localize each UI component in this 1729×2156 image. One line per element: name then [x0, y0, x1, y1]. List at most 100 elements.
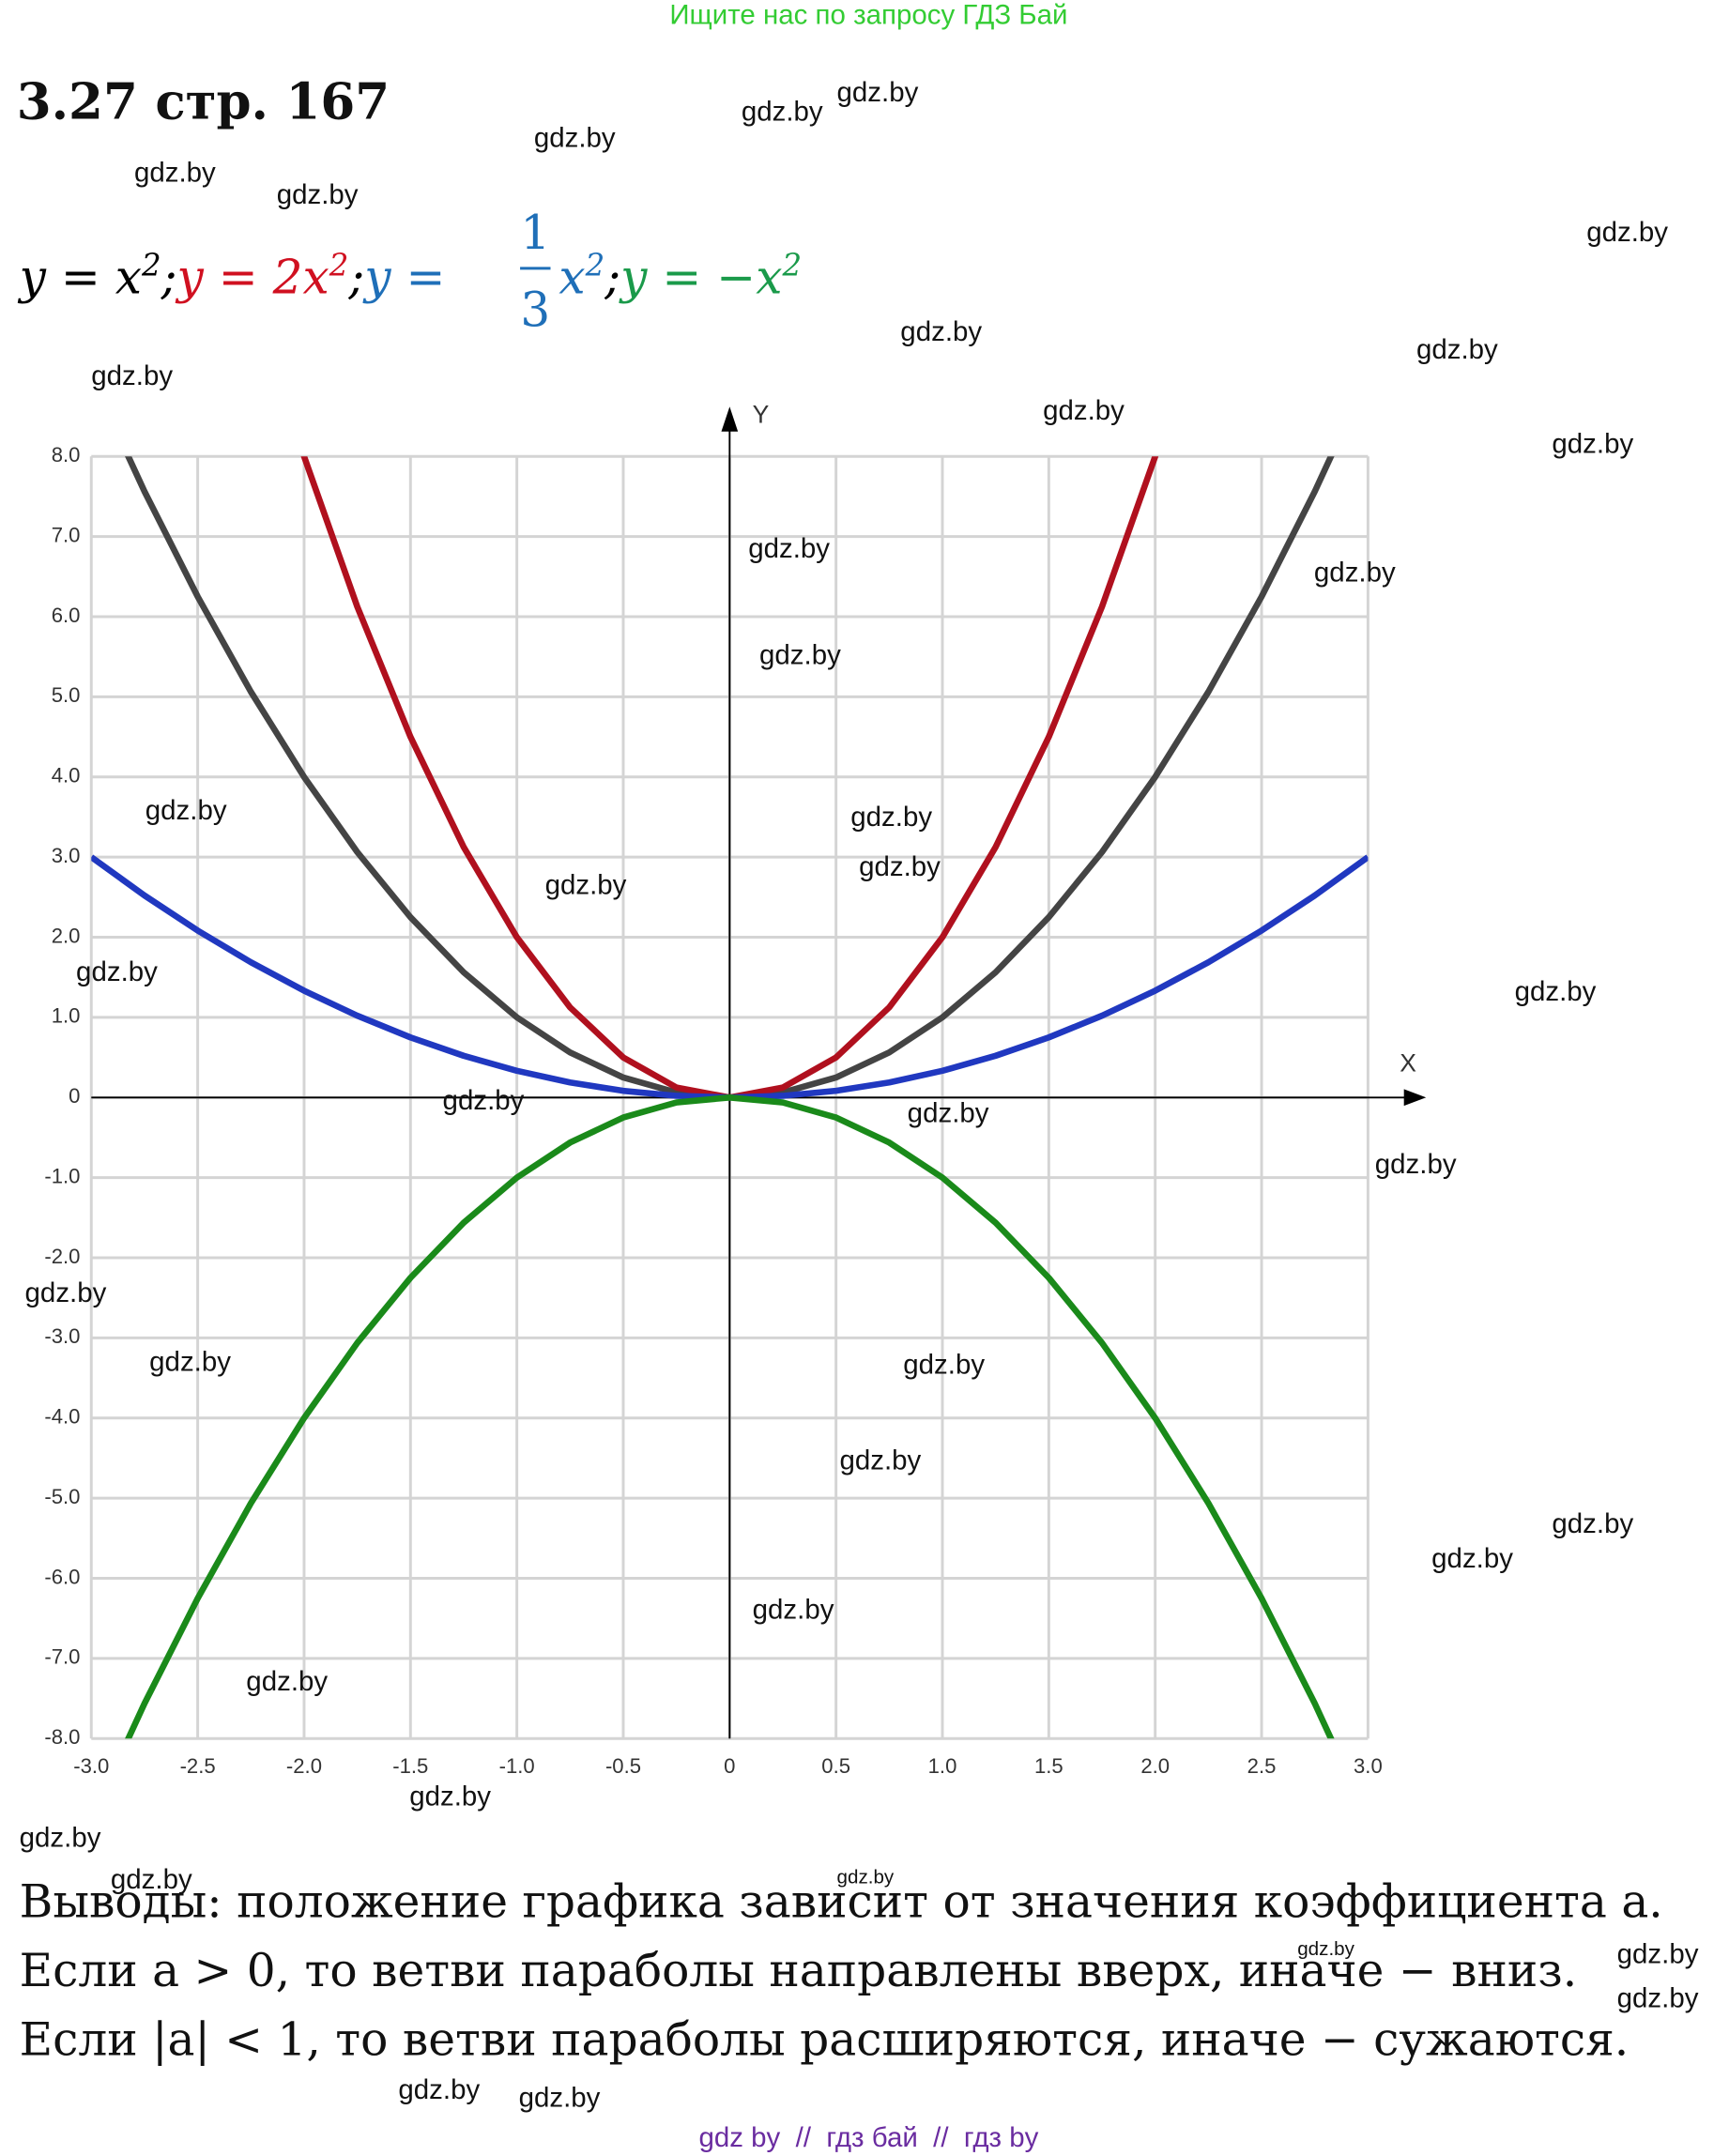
y-tick-label: -5.0	[44, 1485, 80, 1508]
y-tick-label: 5.0	[52, 683, 81, 707]
x-tick-label: -0.5	[605, 1754, 641, 1778]
watermark: gdz.by	[1617, 1938, 1699, 1969]
watermark: gdz.by	[859, 851, 941, 882]
x-tick-label: -1.5	[392, 1754, 428, 1778]
watermark: gdz.by	[443, 1085, 525, 1116]
x-tick-label: -2.0	[286, 1754, 322, 1778]
y-tick-label: -1.0	[44, 1164, 80, 1187]
watermark: gdz.by	[1515, 976, 1597, 1007]
watermark: gdz.by	[1043, 395, 1125, 426]
x-tick-label: 1.0	[928, 1754, 957, 1778]
watermark: gdz.by	[20, 1823, 101, 1854]
y-tick-label: -6.0	[44, 1565, 80, 1588]
formula: x2;y = −x2	[558, 247, 802, 304]
y-tick-label: -4.0	[44, 1405, 80, 1429]
watermark: gdz.by	[1552, 1508, 1633, 1539]
formula-exp: 2	[329, 247, 349, 283]
watermark: gdz.by	[111, 1864, 192, 1895]
watermark: gdz.by	[145, 795, 227, 826]
y-tick-label: -3.0	[44, 1324, 80, 1348]
watermark: gdz.by	[25, 1277, 107, 1308]
watermark: gdz.by	[908, 1097, 989, 1128]
y-tick-label: -2.0	[44, 1245, 80, 1268]
y-tick-label: 2.0	[52, 924, 81, 947]
fraction-num: 1	[520, 205, 550, 260]
watermarks: gdz.by gdz.by gdz.by gdz.by gdz.by gdz.by gdz.…	[20, 77, 1699, 2114]
footer: gdz by // гдз бай // гдз by	[698, 2122, 1038, 2153]
x-tick-label: 0.5	[821, 1754, 850, 1778]
y-tick-label: 6.0	[52, 604, 81, 627]
y-tick-label: 0	[69, 1084, 80, 1108]
formula-sep: ;	[161, 249, 177, 304]
conclusion: Выводы: положение графика зависит от зна…	[20, 1875, 1663, 1928]
conclusion: Если a > 0, то ветви параболы направлены…	[20, 1945, 1578, 1997]
watermark: gdz.by	[1617, 1983, 1699, 2014]
watermark: gdz.by	[277, 179, 359, 210]
y-tick-label: 4.0	[52, 764, 81, 787]
formula-var: x	[558, 249, 585, 304]
watermark: gdz.by	[903, 1350, 985, 1381]
formula-exp: 2	[141, 247, 161, 283]
formula-part: y =	[362, 249, 445, 304]
fraction-den: 3	[520, 283, 550, 338]
chart: -3.0 -2.5 -2.0 -1.5 -1.0 -0.5 0 0.5 1.0 1.5 2.0 2.5…	[44, 401, 1427, 1778]
y-axis-label: Y	[753, 401, 770, 429]
watermark: gdz.by	[134, 157, 216, 188]
watermark: gdz.by	[850, 802, 932, 833]
watermark: gdz.by	[545, 869, 627, 900]
watermark: gdz.by	[837, 1867, 895, 1888]
watermark: gdz.by	[837, 77, 919, 108]
x-tick-label: -2.5	[180, 1754, 216, 1778]
title: 3.27 стр. 167	[17, 72, 390, 131]
x-tick-label: 1.5	[1034, 1754, 1063, 1778]
watermark: gdz.by	[398, 2074, 480, 2105]
formula-sep: ;	[604, 249, 620, 304]
watermark: gdz.by	[1375, 1149, 1457, 1180]
watermark: gdz.by	[519, 2083, 601, 2114]
watermark: gdz.by	[753, 1594, 834, 1625]
x-axis-arrow	[1403, 1089, 1427, 1107]
y-tick-label: 8.0	[52, 443, 81, 466]
watermark: gdz.by	[1552, 428, 1633, 459]
watermark: gdz.by	[1416, 334, 1498, 365]
y-tick-label: 1.0	[52, 1004, 81, 1028]
formula-exp: 2	[585, 247, 605, 283]
formula-sep: ;	[347, 249, 364, 304]
watermark: gdz.by	[748, 533, 830, 564]
formula-part: y = x	[18, 249, 142, 304]
x-tick-label: 2.0	[1140, 1754, 1170, 1778]
watermark: gdz.by	[1314, 557, 1396, 588]
watermark: gdz.by	[1586, 217, 1668, 248]
y-tick-label: 7.0	[52, 523, 81, 546]
watermark: gdz.by	[76, 956, 158, 987]
formula-part: y = 2x	[176, 249, 329, 304]
x-tick-label: 0	[724, 1754, 735, 1778]
y-tick-label: -7.0	[44, 1645, 80, 1669]
watermark: gdz.by	[246, 1666, 328, 1697]
y-tick-label: 3.0	[52, 844, 81, 867]
x-tick-label: -1.0	[499, 1754, 535, 1778]
x-tick-label: -3.0	[73, 1754, 109, 1778]
y-tick-label: -8.0	[44, 1725, 80, 1749]
x-axis-label: X	[1400, 1049, 1416, 1078]
watermark: gdz.by	[534, 123, 616, 154]
formula-exp: 2	[781, 247, 802, 283]
watermark: gdz.by	[91, 360, 173, 391]
watermark: gdz.by	[1297, 1938, 1354, 1960]
watermark: gdz.by	[742, 97, 823, 128]
watermark: gdz.by	[759, 640, 841, 671]
watermark: gdz.by	[900, 316, 982, 347]
watermark: gdz.by	[839, 1445, 921, 1476]
watermark: gdz.by	[409, 1781, 491, 1812]
watermark: gdz.by	[1431, 1543, 1513, 1574]
formula: y = x2;y = 2x2;y =	[18, 247, 446, 304]
formula-part: y = −x	[619, 249, 782, 304]
conclusion: Если |a| < 1, то ветви параболы расширяю…	[20, 2014, 1630, 2067]
x-tick-label: 2.5	[1247, 1754, 1277, 1778]
watermark: gdz.by	[149, 1347, 231, 1378]
y-axis-arrow	[721, 406, 739, 432]
series-line	[125, 1093, 1335, 1739]
header: Ищите нас по запросу ГДЗ Бай	[669, 0, 1067, 30]
